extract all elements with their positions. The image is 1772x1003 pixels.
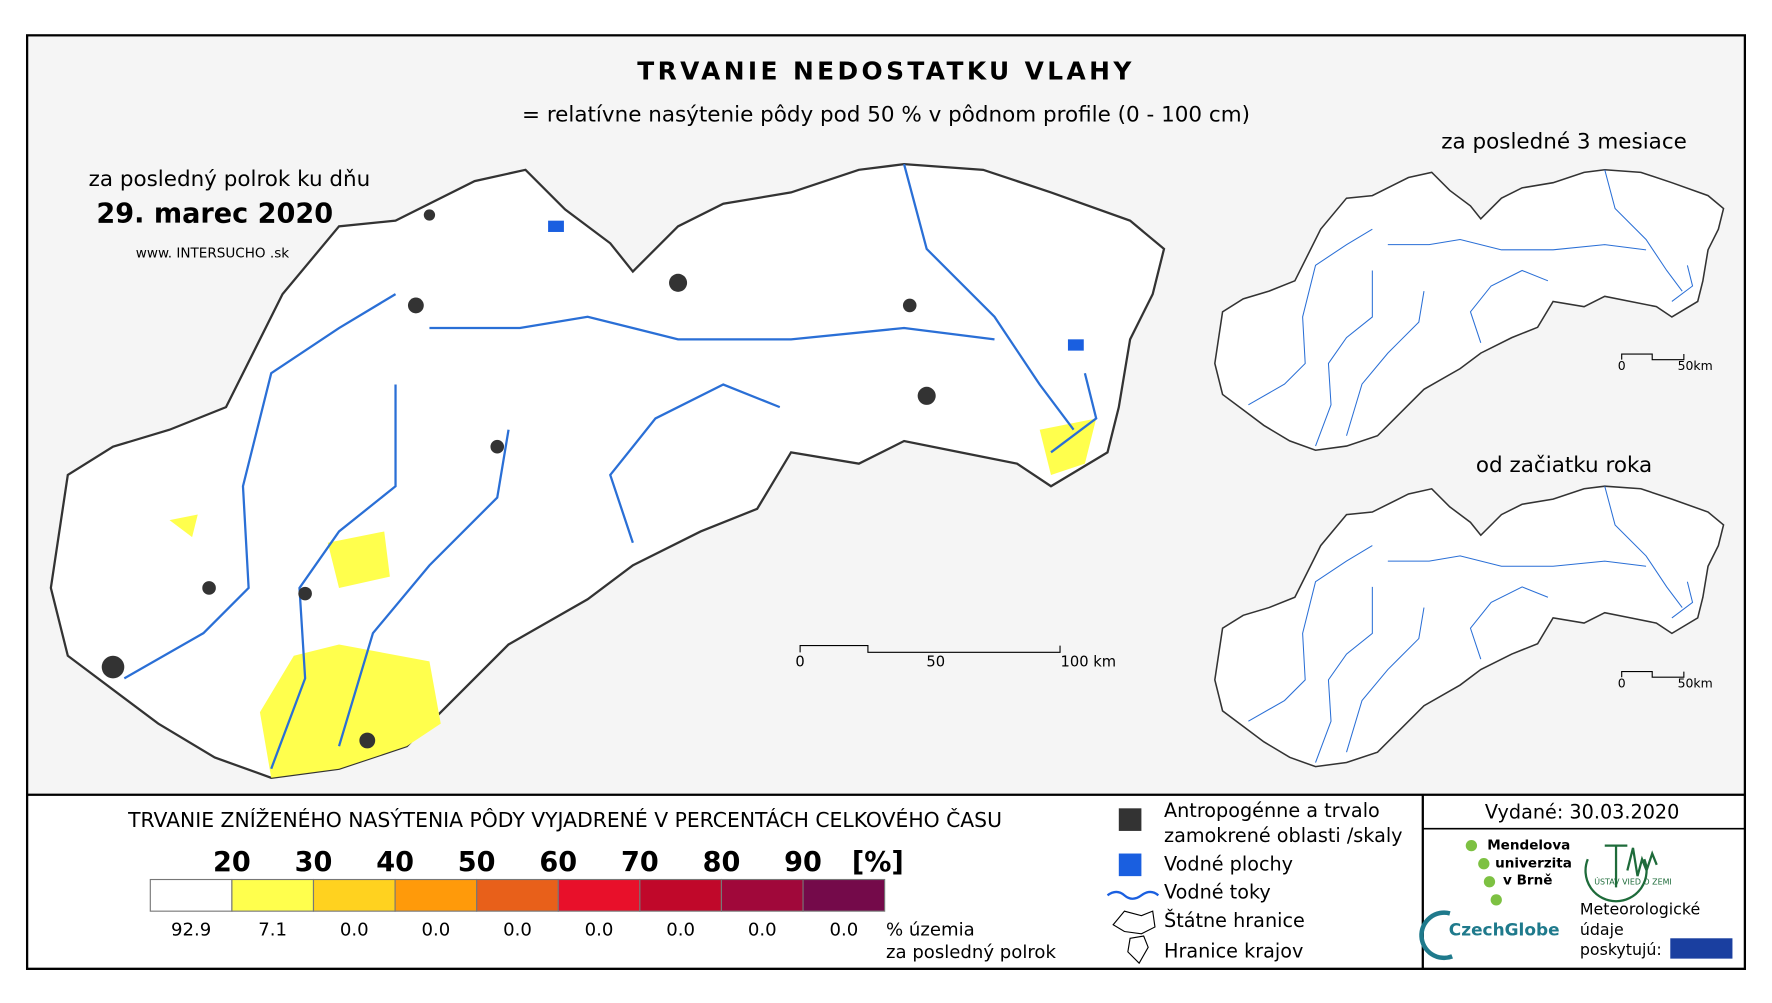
color-swatch xyxy=(720,878,804,912)
scale-label: 0 xyxy=(795,654,804,671)
share-value: 0.0 xyxy=(829,919,858,940)
color-swatch xyxy=(231,878,315,912)
key-icon xyxy=(1106,890,1160,900)
issued: Vydané: 30.03.2020 xyxy=(1485,800,1679,823)
key-label: Vodné toky xyxy=(1164,881,1271,904)
color-swatch xyxy=(802,878,886,912)
color-swatch xyxy=(312,878,396,912)
color-swatch xyxy=(557,878,641,912)
color-scale: 92.9 7.1 0.0 0.0 0.0 0.0 0.0 0.0 0.0 20 30 40 50 60 70… xyxy=(149,847,904,940)
scale-label: 50km xyxy=(1678,676,1713,691)
color-swatch xyxy=(394,878,478,912)
share-value: 0.0 xyxy=(421,919,450,940)
color-swatch xyxy=(639,878,723,912)
threshold-label: 70 xyxy=(621,847,659,878)
key-label: zamokrené oblasti /skaly xyxy=(1164,824,1403,847)
threshold-label: 90 xyxy=(784,847,822,878)
key-icon xyxy=(1118,853,1142,877)
period-label: za posledný polrok ku dňu xyxy=(89,167,371,192)
share-value: 0.0 xyxy=(585,919,614,940)
key-label: Vodné plochy xyxy=(1164,852,1293,875)
logo-text: CzechGlobe xyxy=(1449,919,1560,939)
logo-text: údaje xyxy=(1580,920,1624,939)
share-label: % územia xyxy=(886,919,975,940)
key-label: Antropogénne a trvalo xyxy=(1164,799,1380,822)
logo-text: poskytujú: xyxy=(1580,940,1662,959)
share-value: 7.1 xyxy=(258,919,287,940)
color-swatch xyxy=(149,878,233,912)
share-value: 0.0 xyxy=(340,919,369,940)
logo-text: Meteorologické xyxy=(1580,900,1700,919)
scale-label: 0 xyxy=(1618,358,1626,373)
color-swatch xyxy=(476,878,559,912)
threshold-label: 20 xyxy=(213,847,251,878)
logo-text: ÚSTAV VIED O ZEMI xyxy=(1594,875,1671,886)
unit-label: [%] xyxy=(852,847,904,878)
logo-text: v Brně xyxy=(1503,873,1552,889)
scale-label: 100 km xyxy=(1061,654,1117,671)
key-label: Hranice krajov xyxy=(1164,939,1303,962)
scale-label: 0 xyxy=(1618,676,1626,691)
share-value: 0.0 xyxy=(503,919,532,940)
scale-label: 50 xyxy=(926,654,945,671)
website: www. INTERSUCHO .sk xyxy=(136,245,289,261)
inset-label: za posledné 3 mesiace xyxy=(1441,130,1687,155)
threshold-label: 30 xyxy=(295,847,333,878)
share-value: 0.0 xyxy=(666,919,695,940)
key-icon xyxy=(1127,935,1149,965)
subtitle: = relatívne nasýtenie pôdy pod 50 % v pô… xyxy=(522,103,1250,128)
main-map xyxy=(49,163,1166,779)
threshold-label: 60 xyxy=(539,847,577,878)
threshold-label: 50 xyxy=(458,847,496,878)
key-icon xyxy=(1118,808,1142,831)
threshold-label: 40 xyxy=(376,847,414,878)
key-icon xyxy=(1112,910,1156,935)
threshold-label: 80 xyxy=(703,847,741,878)
share-value: 0.0 xyxy=(748,919,777,940)
scale-label: 50km xyxy=(1678,358,1713,373)
legend-title: TRVANIE ZNÍŽENÉHO NASÝTENIA PÔDY VYJADRE… xyxy=(127,807,1002,832)
inset-label: od začiatku roka xyxy=(1476,453,1652,478)
date-label: 29. marec 2020 xyxy=(96,199,333,230)
share-value: 92.9 xyxy=(171,919,211,940)
title: TRVANIE NEDOSTATKU VLAHY xyxy=(637,57,1135,86)
logo-text: univerzita xyxy=(1495,856,1572,872)
share-label: za posledný polrok xyxy=(886,942,1056,963)
key-label: Štátne hranice xyxy=(1164,908,1305,932)
logo-text: Mendelova xyxy=(1487,838,1570,854)
